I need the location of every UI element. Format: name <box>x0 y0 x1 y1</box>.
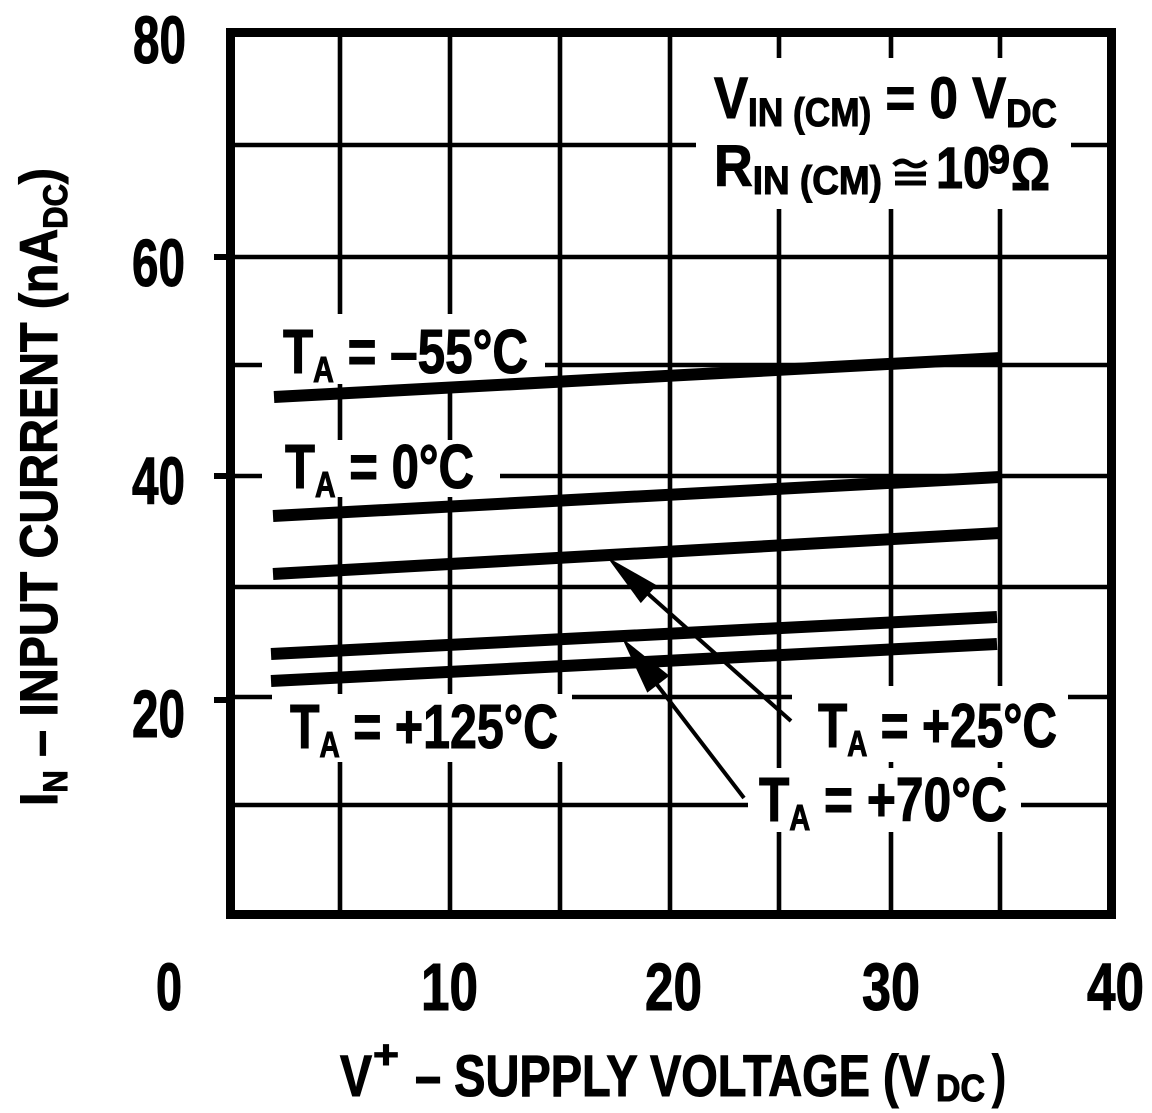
svg-text:9: 9 <box>988 138 1010 182</box>
svg-text:Ω: Ω <box>1011 136 1050 203</box>
svg-text:40: 40 <box>1087 950 1144 1025</box>
svg-text:30: 30 <box>862 950 920 1025</box>
svg-text:): ) <box>992 1044 1006 1109</box>
svg-text:80: 80 <box>133 3 186 78</box>
svg-text:0: 0 <box>156 950 182 1025</box>
svg-text:20: 20 <box>645 950 702 1025</box>
svg-text:10: 10 <box>421 950 478 1025</box>
svg-text:TA = +70°C: TA = +70°C <box>759 766 1007 838</box>
svg-text:DC: DC <box>936 1068 985 1110</box>
svg-text:IN – INPUT CURRENT (nADC): IN – INPUT CURRENT (nADC) <box>10 168 75 806</box>
svg-text:60: 60 <box>132 226 185 301</box>
svg-text:TA = 0°C: TA = 0°C <box>285 433 474 505</box>
svg-text:– SUPPLY VOLTAGE (V: – SUPPLY VOLTAGE (V <box>415 1044 930 1109</box>
svg-text:40: 40 <box>132 444 185 519</box>
svg-text:V: V <box>340 1044 372 1109</box>
svg-text:20: 20 <box>132 677 185 752</box>
svg-text:+: + <box>373 1033 399 1077</box>
svg-text:10: 10 <box>936 136 990 201</box>
